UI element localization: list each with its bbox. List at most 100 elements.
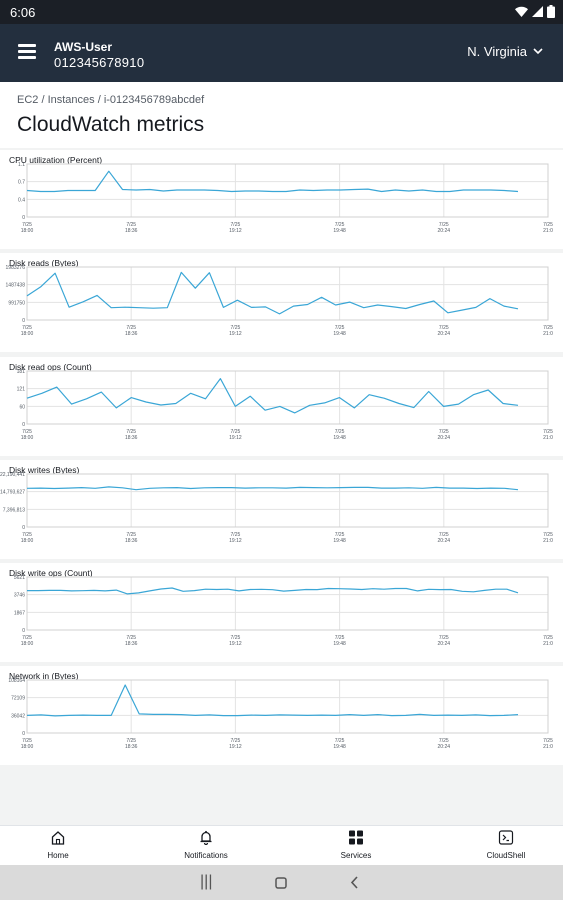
tab-services[interactable]: Services [306,830,406,860]
account-id: 012345678910 [54,55,145,70]
cpu-utilization-chart: 1.10.70.407/2518:007/2518:367/2519:127/2… [18,162,553,234]
x-tick-label: 21:0 [543,331,553,337]
series-line [26,684,519,717]
series-line [26,271,519,315]
x-tick-label: 21:0 [543,435,553,441]
y-tick-label: 14,793,627 [0,490,25,496]
chart-title: Network in (Bytes) [9,671,79,681]
x-tick-label: 19:48 [333,228,346,234]
x-tick-label: 19:48 [333,331,346,337]
chart-title: Disk reads (Bytes) [9,258,79,268]
x-tick-label: 20:24 [438,744,451,750]
y-tick-label: 0.7 [18,180,25,186]
x-tick-label: 20:24 [438,538,451,544]
back-icon[interactable] [350,876,359,889]
x-tick-label: 7/25 [22,738,32,744]
bell-icon [200,830,212,846]
x-tick-label: 20:24 [438,331,451,337]
metric-card-disk-read-ops: Disk read ops (Count) 181 121 60 0 7/25 18:00… [0,357,563,456]
x-tick-label: 7/25 [543,429,553,435]
y-tick-label: 0 [22,628,25,634]
disk-writes-chart: 22,190,44114,793,6277,396,81307/2518:007… [0,472,553,544]
app-bar: AWS-User 012345678910 N. Virginia [0,24,563,82]
x-tick-label: 7/25 [22,532,32,538]
x-tick-label: 7/25 [543,222,553,228]
bottom-tab-bar: Home Notifications Services CloudShell [0,825,563,865]
y-tick-label: 7,396,813 [3,507,25,513]
tab-notifications[interactable]: Notifications [156,830,256,860]
y-tick-label: 1983276 [6,265,26,271]
x-tick-label: 19:48 [333,744,346,750]
x-tick-label: 18:36 [125,538,138,544]
x-tick-label: 7/25 [126,635,136,641]
x-tick-label: 20:24 [438,641,451,647]
x-tick-label: 19:12 [229,228,242,234]
tab-label: CloudShell [486,851,526,860]
y-tick-label: 5621 [14,575,25,581]
x-tick-label: 7/25 [439,325,449,331]
y-tick-label: 0.4 [18,197,25,203]
x-tick-label: 7/25 [231,635,241,641]
y-tick-label: 0 [22,525,25,531]
series-line [26,378,519,414]
tab-label: Home [47,851,69,860]
x-tick-label: 7/25 [126,325,136,331]
account-user-name: AWS-User [54,40,113,54]
x-tick-label: 7/25 [231,738,241,744]
x-tick-label: 21:0 [543,744,553,750]
x-tick-label: 7/25 [439,635,449,641]
region-selector[interactable]: N. Virginia [467,44,543,59]
home-button-icon[interactable] [275,877,287,889]
recent-apps-icon[interactable]: ||| [200,873,213,890]
x-tick-label: 18:00 [21,228,34,234]
x-tick-label: 19:48 [333,435,346,441]
x-tick-label: 7/25 [543,635,553,641]
x-tick-label: 7/25 [439,532,449,538]
tab-home[interactable]: Home [8,830,108,860]
terminal-icon [498,830,514,845]
home-icon [51,831,65,845]
x-tick-label: 7/25 [126,429,136,435]
x-tick-label: 19:12 [229,538,242,544]
y-tick-label: 60 [19,404,25,410]
x-tick-label: 7/25 [22,429,32,435]
x-tick-label: 7/25 [543,325,553,331]
y-tick-label: 108164 [8,678,25,684]
status-bar: 6:06 [0,0,563,24]
x-tick-label: 18:00 [21,538,34,544]
metric-card-disk-reads: Disk reads (Bytes) 1983276 1487438 991750 0… [0,253,563,352]
x-tick-label: 18:00 [21,331,34,337]
series-line [26,486,519,491]
y-tick-label: 36042 [11,713,25,719]
hamburger-menu-icon[interactable] [18,44,36,59]
x-tick-label: 7/25 [335,532,345,538]
y-tick-label: 72109 [11,696,25,702]
x-tick-label: 19:12 [229,641,242,647]
region-label: N. Virginia [467,44,527,59]
plot-area [26,679,549,734]
metric-card-disk-writes: Disk writes (Bytes) 22,190,441 14,793,627… [0,460,563,559]
disk-reads-chart: 1983276148743899175007/2518:007/2518:367… [6,265,554,337]
x-tick-label: 18:00 [21,744,34,750]
x-tick-label: 18:00 [21,641,34,647]
tab-label: Notifications [184,851,228,860]
chart-title: Disk writes (Bytes) [9,465,80,475]
x-tick-label: 7/25 [439,429,449,435]
page-title: CloudWatch metrics [17,113,205,136]
tab-label: Services [340,851,372,860]
metric-card-cpu-utilization: CPU utilization (Percent) 1.1 0.7 0.4 0 7/25… [0,150,563,249]
x-tick-label: 7/25 [335,222,345,228]
x-tick-label: 21:0 [543,641,553,647]
disk-read-ops-chart: 1811216007/2518:007/2518:367/2519:127/25… [17,369,553,441]
y-tick-label: 181 [17,369,26,375]
y-tick-label: 0 [22,422,25,428]
plot-area [26,576,549,631]
x-tick-label: 21:0 [543,228,553,234]
breadcrumb[interactable]: EC2 / Instances / i-0123456789abcdef [17,94,205,106]
tab-cloudshell[interactable]: CloudShell [456,830,556,860]
chart-title: CPU utilization (Percent) [9,155,103,165]
x-tick-label: 20:24 [438,435,451,441]
x-tick-label: 19:12 [229,331,242,337]
y-tick-label: 1867 [14,610,25,616]
disk-write-ops-chart: 56213746186707/2518:007/2518:367/2519:12… [14,575,553,647]
